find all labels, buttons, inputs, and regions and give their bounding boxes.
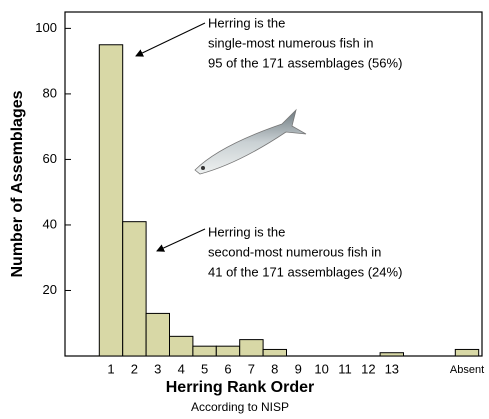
bar	[192, 345, 217, 357]
x-tick-label: Absent	[450, 364, 484, 376]
x-tick-label: 5	[201, 361, 208, 376]
x-tick-label: 4	[178, 361, 185, 376]
bar	[215, 345, 241, 357]
x-tick-label: 9	[295, 361, 302, 376]
bar	[145, 312, 171, 357]
y-tick-label: 20	[43, 282, 57, 297]
bar	[239, 339, 264, 357]
x-axis-sublabel: According to NISP	[191, 400, 289, 414]
x-tick-label: 1	[107, 361, 114, 376]
y-tick-label: 40	[43, 216, 57, 231]
x-tick-label: 10	[314, 361, 328, 376]
annotation-arrow	[135, 22, 206, 57]
y-tick-label: 60	[43, 151, 57, 166]
fish-illustration	[194, 108, 307, 175]
annotation-arrow	[156, 228, 206, 252]
bar	[379, 352, 405, 357]
bar	[98, 44, 124, 357]
annotation: Herring is the	[208, 224, 285, 239]
annotation: single-most numerous fish in	[208, 35, 373, 50]
bar	[169, 335, 194, 357]
annotation: second-most numerous fish in	[208, 244, 381, 259]
bar	[122, 221, 147, 357]
bar	[454, 348, 480, 357]
x-tick-label: 7	[248, 361, 255, 376]
x-tick-label: 11	[338, 361, 352, 376]
y-tick-label: 100	[35, 20, 57, 35]
x-tick-label: 8	[271, 361, 278, 376]
x-tick-label: 12	[361, 361, 375, 376]
annotation: Herring is the	[208, 15, 285, 30]
x-tick-label: 6	[224, 361, 231, 376]
bar	[262, 348, 288, 357]
annotation: 41 of the 171 assemblages (24%)	[208, 264, 402, 279]
x-tick-label: 3	[154, 361, 161, 376]
y-axis-label: Number of Assemblages	[9, 90, 26, 277]
annotation: 95 of the 171 assemblages (56%)	[208, 55, 402, 70]
x-tick-label: 2	[131, 361, 138, 376]
x-axis-label: Herring Rank Order	[166, 379, 314, 396]
y-tick-label: 80	[43, 85, 57, 100]
x-tick-label: 13	[385, 361, 399, 376]
